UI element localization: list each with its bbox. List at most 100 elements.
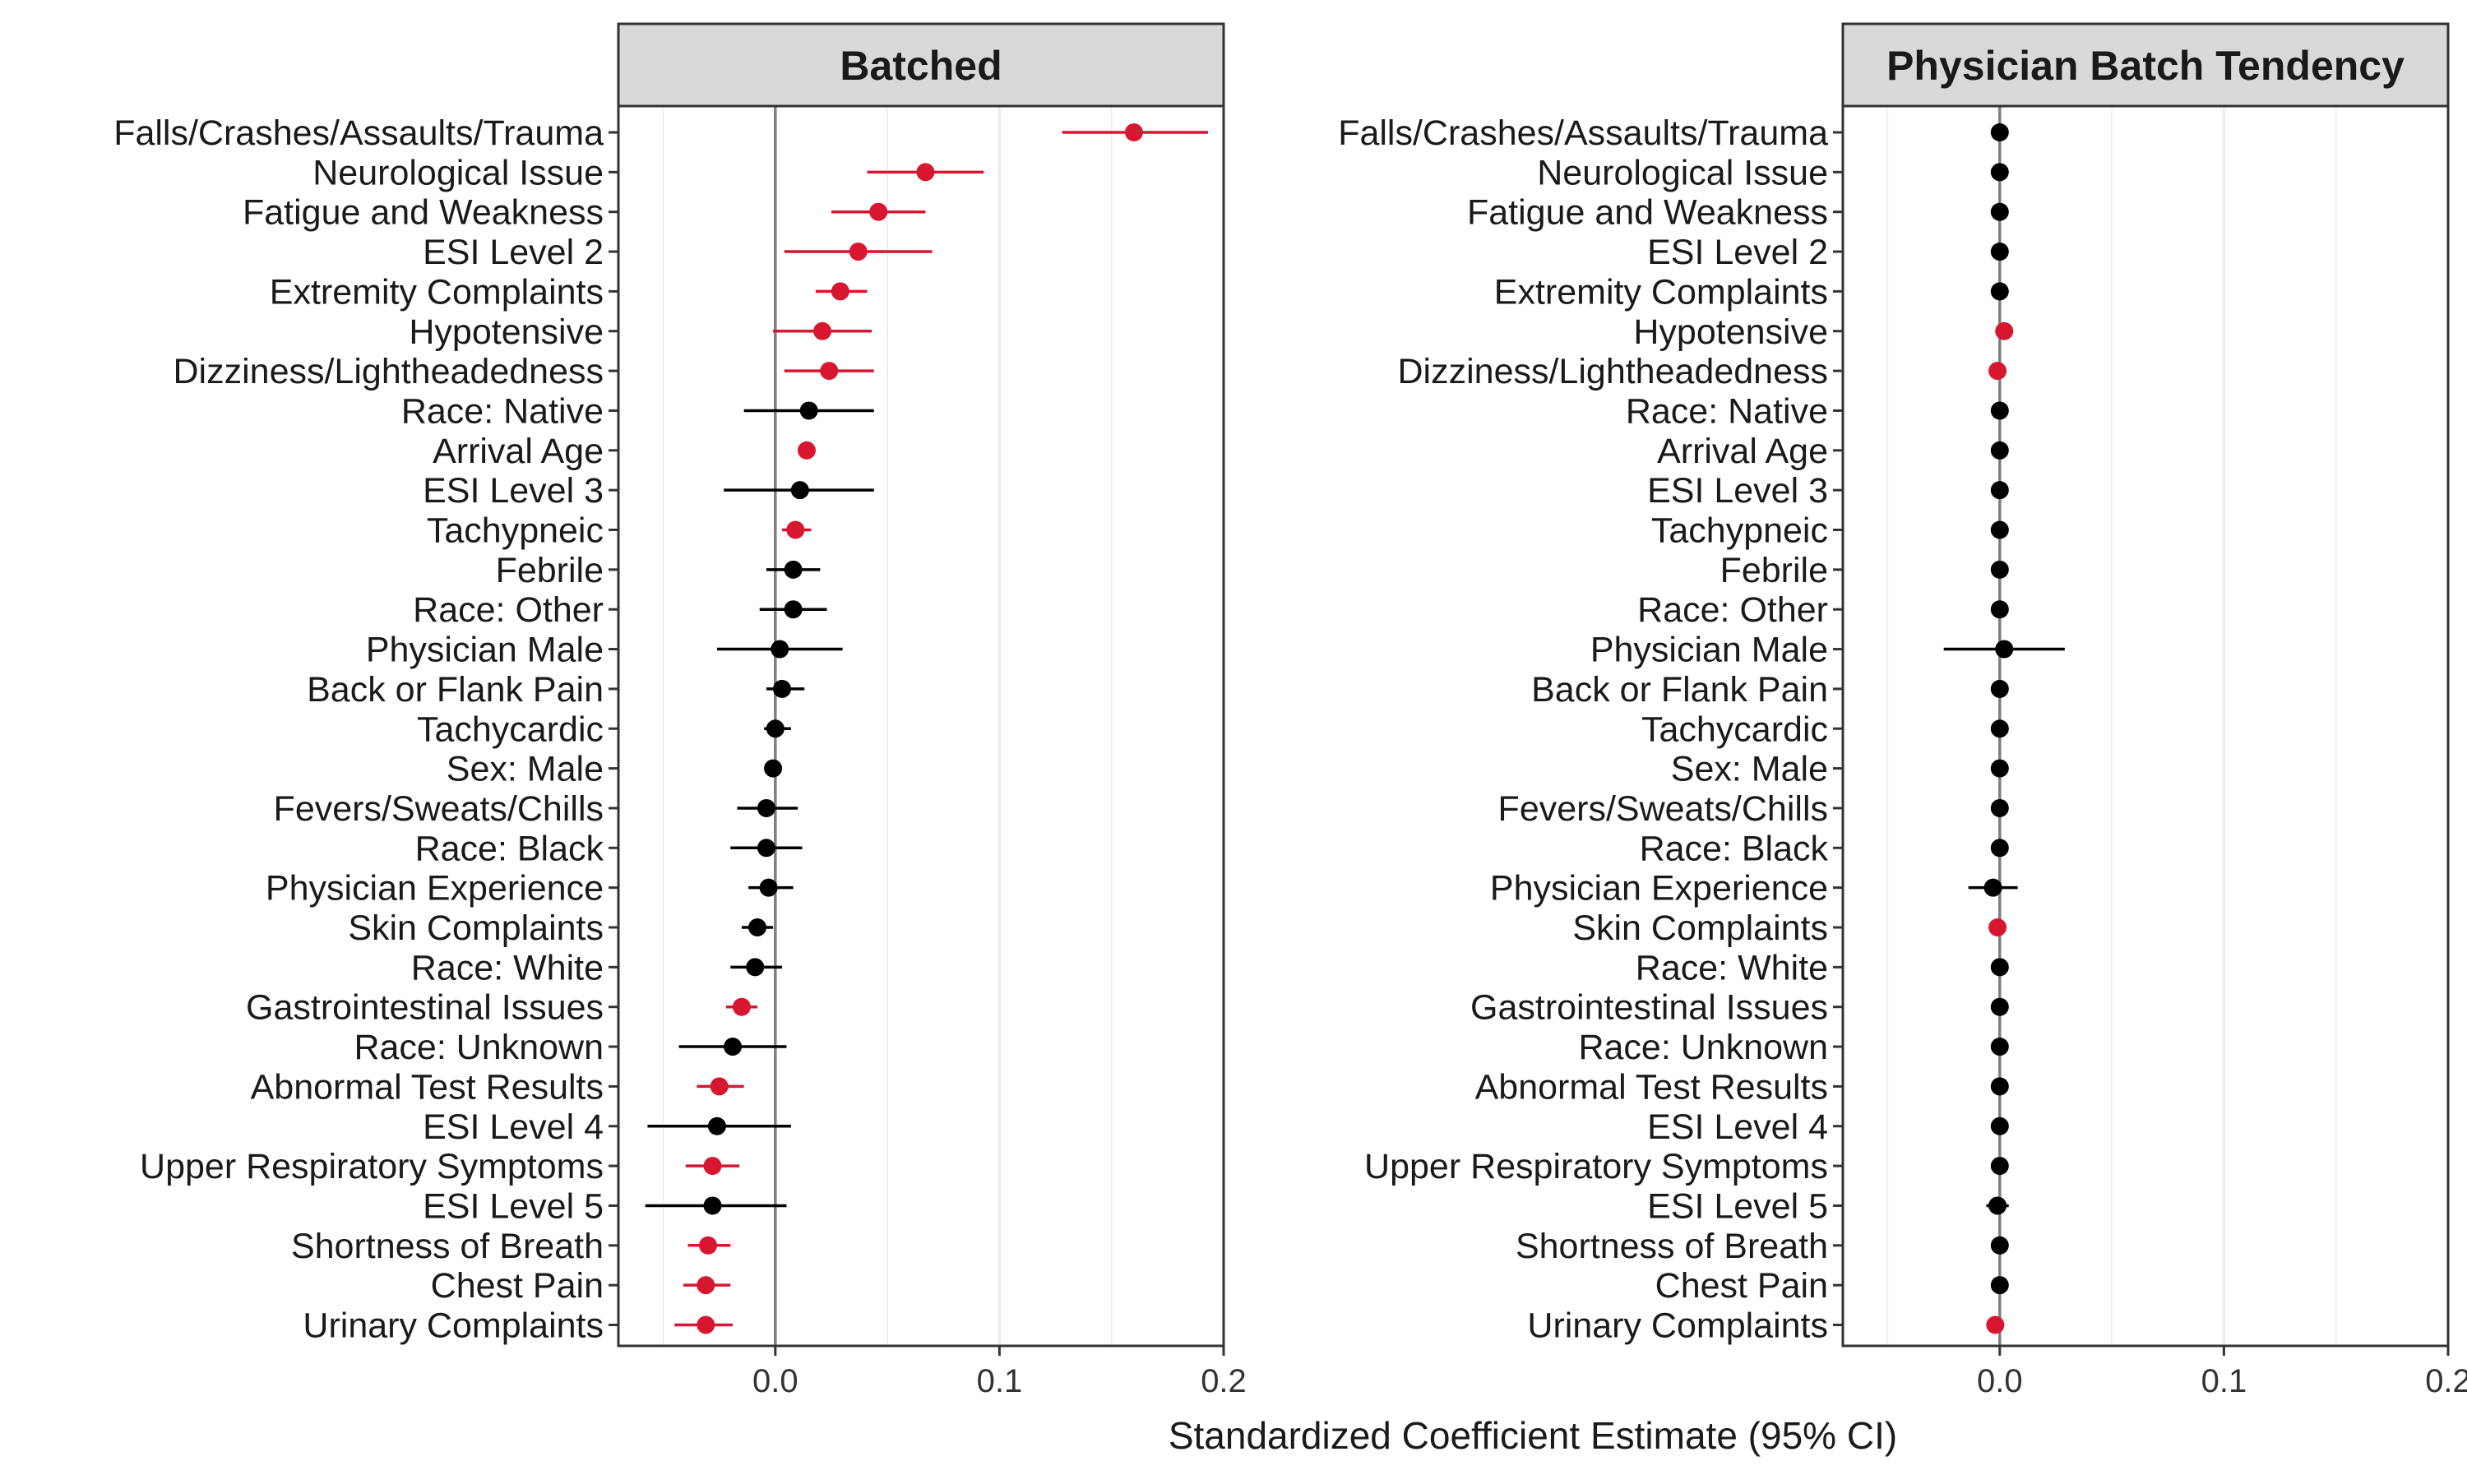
estimate-point (869, 202, 888, 221)
category-label: Physician Male (366, 631, 604, 670)
estimate-point (707, 1116, 726, 1135)
category-label: Falls/Crashes/Assaults/Trauma (113, 113, 604, 153)
category-label: ESI Level 4 (1647, 1107, 1828, 1147)
estimate-point (797, 441, 816, 460)
category-label: ESI Level 3 (423, 471, 604, 511)
estimate-point (1990, 163, 2009, 182)
estimate-point (724, 1038, 743, 1056)
category-label: Neurological Issue (312, 153, 604, 192)
category-label: Falls/Crashes/Assaults/Trauma (1338, 113, 1828, 153)
estimate-point (916, 163, 935, 182)
category-label: Arrival Age (433, 432, 604, 471)
category-label: Abnormal Test Results (1475, 1067, 1828, 1107)
estimate-point (1990, 679, 2009, 698)
category-label: Urinary Complaints (303, 1306, 604, 1346)
category-label: Upper Respiratory Symptoms (1364, 1147, 1828, 1186)
category-label: Gastrointestinal Issues (246, 988, 604, 1028)
plot-area (618, 106, 1224, 1346)
estimate-point (1124, 123, 1143, 141)
category-label: Skin Complaints (1572, 908, 1828, 948)
estimate-point (1990, 1077, 2009, 1096)
category-label: ESI Level 4 (423, 1107, 604, 1147)
category-label: Race: Unknown (1578, 1028, 1828, 1067)
estimate-point (1990, 958, 2009, 977)
panel-title: Physician Batch Tendency (1886, 43, 2405, 89)
category-label: Tachycardic (1641, 710, 1828, 749)
category-label: Race: Black (415, 829, 604, 868)
plot-area (1843, 106, 2448, 1346)
estimate-point (849, 243, 868, 261)
estimate-point (699, 1236, 718, 1255)
estimate-point (1990, 441, 2009, 460)
category-label: ESI Level 2 (1647, 233, 1828, 272)
category-label: Fevers/Sweats/Chills (274, 789, 604, 829)
category-label: Fevers/Sweats/Chills (1498, 789, 1828, 829)
estimate-point (1990, 560, 2009, 579)
estimate-point (1995, 321, 2014, 340)
panel-title: Batched (840, 43, 1002, 89)
x-tick-label: 0.2 (2425, 1363, 2467, 1399)
estimate-point (786, 520, 805, 539)
category-label: Gastrointestinal Issues (1470, 988, 1828, 1028)
category-label: Shortness of Breath (291, 1227, 604, 1266)
estimate-point (1990, 1157, 2009, 1176)
estimate-point (1995, 640, 2014, 659)
category-label: Febrile (1720, 551, 1828, 590)
category-label: Race: Unknown (354, 1028, 604, 1067)
estimate-point (1990, 1236, 2009, 1255)
x-tick-label: 0.0 (752, 1363, 798, 1399)
estimate-point (1990, 282, 2009, 301)
category-label: Tachycardic (417, 710, 604, 749)
estimate-point (820, 362, 839, 381)
category-label: Abnormal Test Results (251, 1067, 604, 1107)
estimate-point (703, 1157, 722, 1176)
estimate-point (1990, 243, 2009, 261)
estimate-point (703, 1196, 722, 1215)
estimate-point (813, 321, 832, 340)
category-label: Tachypneic (427, 511, 604, 551)
category-label: Race: Other (1637, 590, 1828, 630)
estimate-point (1988, 362, 2007, 381)
category-label: ESI Level 2 (423, 233, 604, 272)
x-axis-title: Standardized Coefficient Estimate (95% C… (1169, 1414, 1897, 1457)
estimate-point (1990, 719, 2009, 738)
category-label: Hypotensive (1633, 312, 1828, 352)
estimate-point (1990, 202, 2009, 221)
category-label: Race: White (1636, 948, 1828, 987)
estimate-point (1990, 520, 2009, 539)
panel-physician-batch-tendency: Physician Batch Tendency Falls/Crashes/As… (1338, 22, 2467, 1399)
estimate-point (764, 759, 783, 778)
estimate-point (697, 1315, 715, 1334)
estimate-point (1988, 918, 2007, 936)
category-label: Race: Native (1626, 391, 1828, 431)
category-label: Extremity Complaints (270, 272, 604, 312)
estimate-point (1990, 600, 2009, 619)
estimate-point (1990, 798, 2009, 817)
estimate-point (710, 1077, 729, 1096)
category-label: Back or Flank Pain (307, 670, 604, 710)
category-label: Febrile (496, 551, 604, 590)
x-tick-label: 0.1 (2201, 1363, 2247, 1399)
category-label: Physician Experience (1490, 869, 1828, 908)
category-label: Back or Flank Pain (1531, 670, 1828, 710)
estimate-point (757, 798, 775, 817)
estimate-point (732, 997, 751, 1016)
panel-strip (617, 22, 1225, 108)
estimate-point (1990, 1116, 2009, 1135)
category-label: Race: Black (1640, 829, 1829, 868)
estimate-point (1983, 878, 2002, 897)
category-label: ESI Level 5 (1647, 1186, 1828, 1226)
category-label: Tachypneic (1651, 511, 1828, 551)
category-label: Chest Pain (1655, 1266, 1828, 1306)
category-label: Physician Experience (266, 869, 604, 908)
estimate-point (759, 878, 778, 897)
estimate-point (1990, 839, 2009, 858)
category-label: Urinary Complaints (1527, 1306, 1828, 1346)
estimate-point (771, 640, 789, 659)
category-label: Upper Respiratory Symptoms (140, 1147, 604, 1186)
estimate-point (757, 839, 775, 858)
x-tick-label: 0.1 (977, 1363, 1023, 1399)
x-tick-label: 0.0 (1977, 1363, 2023, 1399)
panel-border (617, 104, 1225, 1348)
